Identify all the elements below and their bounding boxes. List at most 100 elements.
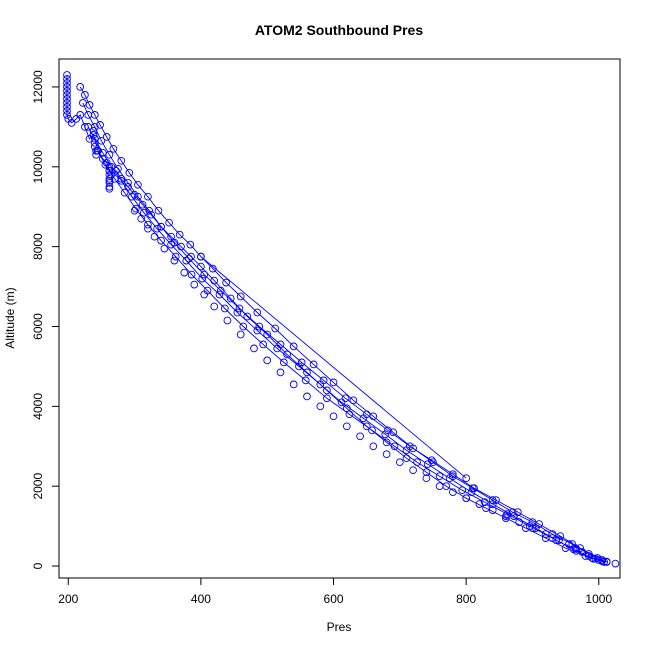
- data-point: [165, 218, 173, 227]
- data-point: [316, 380, 325, 389]
- data-point: [125, 168, 134, 177]
- data-point: [150, 232, 159, 241]
- data-point: [445, 474, 454, 483]
- data-point: [144, 224, 152, 233]
- data-point: [134, 192, 142, 201]
- data-point: [309, 360, 318, 369]
- data-point: [488, 506, 497, 514]
- data-point: [462, 474, 471, 483]
- y-tick-label: 6000: [31, 313, 45, 340]
- data-point: [171, 252, 180, 261]
- x-tick-label: 200: [58, 592, 78, 606]
- data-point: [611, 559, 620, 568]
- data-point: [369, 442, 378, 451]
- data-point: [243, 312, 252, 321]
- data-point: [382, 450, 391, 459]
- data-point: [105, 176, 114, 185]
- data-point: [569, 545, 578, 554]
- data-point: [276, 368, 285, 377]
- data-point: [362, 422, 371, 431]
- data-point: [528, 524, 537, 532]
- data-point: [435, 472, 444, 481]
- chart-title: ATOM2 Southbound Pres: [255, 22, 423, 38]
- data-point: [63, 91, 71, 99]
- data-point: [101, 160, 110, 169]
- data-point: [182, 256, 191, 265]
- data-point: [167, 232, 175, 241]
- series-line: [82, 102, 598, 559]
- data-point: [502, 512, 510, 520]
- data-point: [185, 254, 193, 263]
- data-point: [422, 474, 431, 483]
- data-point: [120, 188, 129, 197]
- y-axis-label: Altitude (m): [3, 287, 17, 348]
- data-point: [552, 536, 561, 544]
- data-point: [236, 292, 245, 301]
- data-point: [128, 192, 136, 201]
- data-point: [105, 166, 114, 175]
- data-point: [63, 99, 71, 107]
- data-point: [63, 71, 71, 79]
- data-point: [187, 270, 196, 279]
- data-point: [197, 252, 205, 261]
- data-point: [429, 458, 437, 467]
- series-1: [76, 83, 606, 564]
- data-point: [341, 394, 350, 403]
- data-point: [63, 95, 71, 103]
- data-point: [105, 174, 114, 183]
- data-point: [110, 174, 119, 183]
- data-point: [259, 340, 268, 349]
- data-point: [402, 446, 411, 455]
- data-point: [279, 358, 288, 367]
- data-point: [602, 557, 611, 566]
- data-point: [63, 111, 71, 119]
- data-point: [458, 486, 467, 495]
- x-axis: 200 400 600 800 1000: [58, 577, 612, 606]
- data-point: [422, 468, 431, 477]
- data-point: [271, 324, 280, 333]
- data-point: [145, 206, 154, 215]
- y-tick-label: 12000: [31, 70, 45, 104]
- data-point: [359, 414, 368, 423]
- data-point: [303, 368, 311, 377]
- data-point: [345, 410, 354, 419]
- data-point: [297, 358, 306, 367]
- data-point: [235, 304, 244, 313]
- data-point: [216, 286, 225, 295]
- data-point: [295, 362, 303, 371]
- series-line: [87, 126, 605, 563]
- x-tick-label: 600: [324, 592, 344, 606]
- data-point: [584, 552, 593, 560]
- data-point: [96, 121, 104, 129]
- data-point: [395, 458, 404, 467]
- data-point: [200, 270, 209, 279]
- data-point: [356, 432, 364, 441]
- data-point: [253, 326, 262, 335]
- data-point: [555, 536, 563, 544]
- data-point: [594, 556, 603, 564]
- data-point: [475, 500, 484, 508]
- series-line: [200, 256, 467, 479]
- data-point: [109, 144, 118, 153]
- data-point: [541, 530, 550, 538]
- data-point: [63, 107, 71, 115]
- data-point: [578, 548, 587, 556]
- data-point: [236, 330, 245, 339]
- data-point: [384, 426, 392, 435]
- data-point: [255, 322, 264, 331]
- data-point: [289, 342, 298, 351]
- data-point: [137, 214, 146, 223]
- data-point: [175, 230, 184, 239]
- data-point: [105, 170, 114, 179]
- data-point: [63, 87, 71, 95]
- data-point: [283, 350, 291, 359]
- data-point: [144, 192, 152, 201]
- data-point: [239, 322, 248, 331]
- y-tick-label: 4000: [31, 393, 45, 420]
- data-point: [462, 494, 471, 503]
- x-axis-label: Pres: [327, 620, 352, 634]
- data-point: [102, 133, 111, 141]
- data-point: [92, 146, 100, 155]
- data-point: [263, 330, 272, 339]
